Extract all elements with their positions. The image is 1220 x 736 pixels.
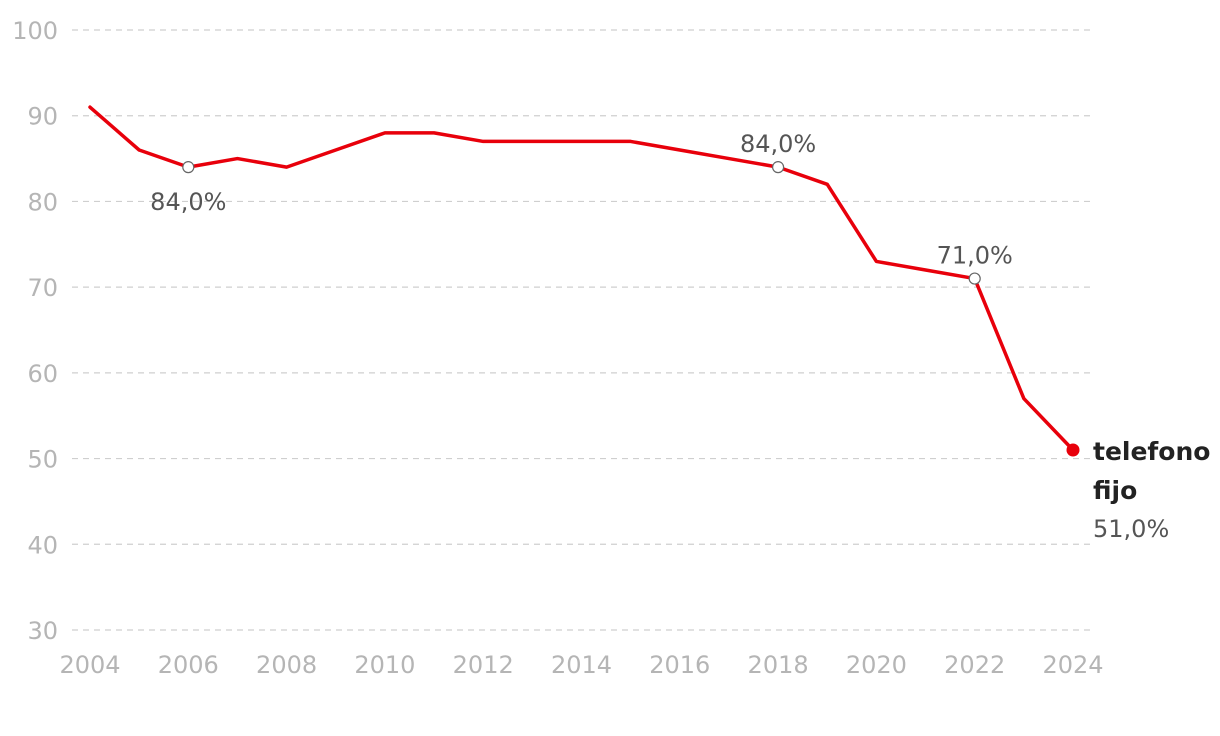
gridlines xyxy=(72,29,1093,631)
annotation-label: 84,0% xyxy=(740,130,816,158)
annotation-marker xyxy=(182,161,195,174)
x-tick-label: 2022 xyxy=(944,651,1005,679)
y-tick-label: 50 xyxy=(27,446,58,474)
x-tick-label: 2018 xyxy=(748,651,809,679)
x-tick-label: 2012 xyxy=(453,651,514,679)
x-tick-label: 2008 xyxy=(256,651,317,679)
series-end-point xyxy=(1066,443,1080,457)
x-axis-ticks: 2004 2006 2008 2010 2012 2014 2016 2018 2020 2022… xyxy=(59,651,1103,679)
annotations: 84,0% 84,0% 71,0% xyxy=(150,130,1013,285)
y-tick-label: 80 xyxy=(27,188,58,216)
x-tick-label: 2020 xyxy=(846,651,907,679)
annotation-marker xyxy=(968,272,981,285)
y-tick-label: 100 xyxy=(12,17,58,45)
y-tick-label: 90 xyxy=(27,103,58,131)
series-line-telefono-fijo xyxy=(88,105,1075,452)
x-tick-label: 2016 xyxy=(649,651,710,679)
y-tick-label: 30 xyxy=(27,617,58,645)
x-tick-label: 2006 xyxy=(158,651,219,679)
y-axis-ticks: 100 90 80 70 60 50 40 30 xyxy=(12,17,58,645)
x-tick-label: 2004 xyxy=(59,651,120,679)
series-label-line1: telefono xyxy=(1093,437,1210,466)
series-end-value: 51,0% xyxy=(1093,515,1169,543)
annotation-label: 84,0% xyxy=(150,188,226,216)
y-tick-label: 60 xyxy=(27,360,58,388)
annotation-marker xyxy=(771,161,785,174)
x-tick-label: 2024 xyxy=(1042,651,1103,679)
annotation-label: 71,0% xyxy=(937,242,1013,270)
y-tick-label: 70 xyxy=(27,274,58,302)
series-label-line2: fijo xyxy=(1093,476,1137,505)
y-tick-label: 40 xyxy=(27,531,58,559)
x-tick-label: 2014 xyxy=(551,651,612,679)
x-tick-label: 2010 xyxy=(354,651,415,679)
